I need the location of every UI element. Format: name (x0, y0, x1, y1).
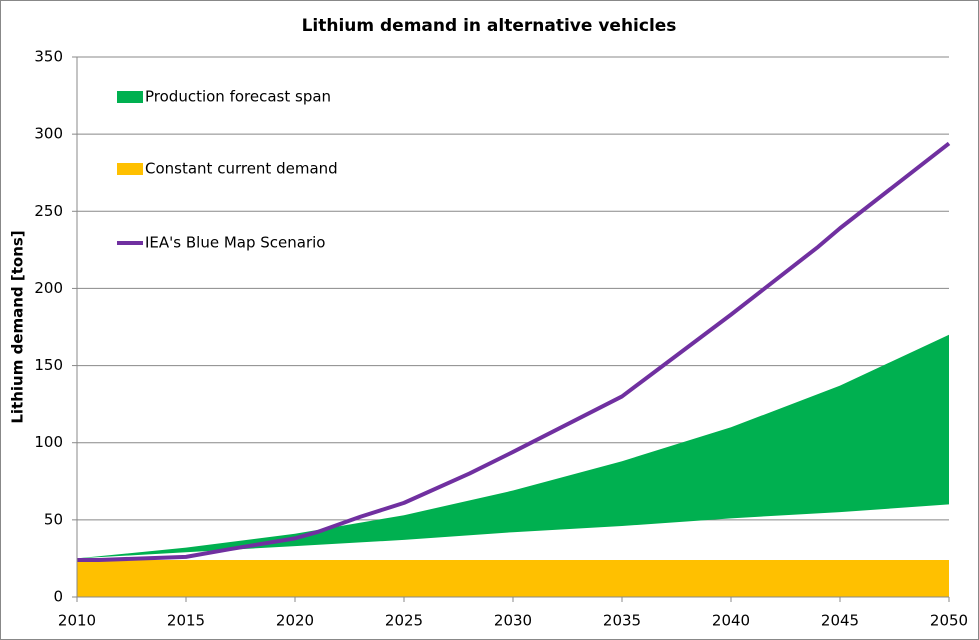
x-tick-label: 2050 (930, 612, 968, 630)
legend-swatch (117, 91, 143, 103)
y-tick-label: 150 (34, 356, 63, 374)
x-tick-label: 2010 (58, 612, 96, 630)
x-tick-label: 2045 (821, 612, 859, 630)
band-area (77, 334, 949, 559)
y-tick-label: 100 (34, 433, 63, 451)
x-tick-label: 2040 (712, 612, 750, 630)
legend-swatch (117, 163, 143, 175)
legend-label: Production forecast span (145, 88, 331, 106)
x-tick-label: 2025 (385, 612, 423, 630)
x-tick-label: 2035 (603, 612, 641, 630)
legend-label: Constant current demand (145, 160, 338, 178)
x-tick-label: 2030 (494, 612, 532, 630)
y-tick-label: 300 (34, 125, 63, 143)
y-tick-label: 200 (34, 279, 63, 297)
y-tick-label: 50 (44, 510, 63, 528)
y-tick-label: 250 (34, 202, 63, 220)
area (77, 559, 949, 597)
chart-title: Lithium demand in alternative vehicles (302, 16, 677, 36)
line (77, 141, 951, 562)
x-tick-label: 2020 (276, 612, 314, 630)
x-tick-label: 2015 (167, 612, 205, 630)
legend-label: IEA's Blue Map Scenario (145, 234, 325, 252)
y-tick-label: 0 (53, 588, 63, 606)
y-axis-label: Lithium demand [tons] (9, 230, 27, 423)
y-tick-label: 350 (34, 48, 63, 66)
